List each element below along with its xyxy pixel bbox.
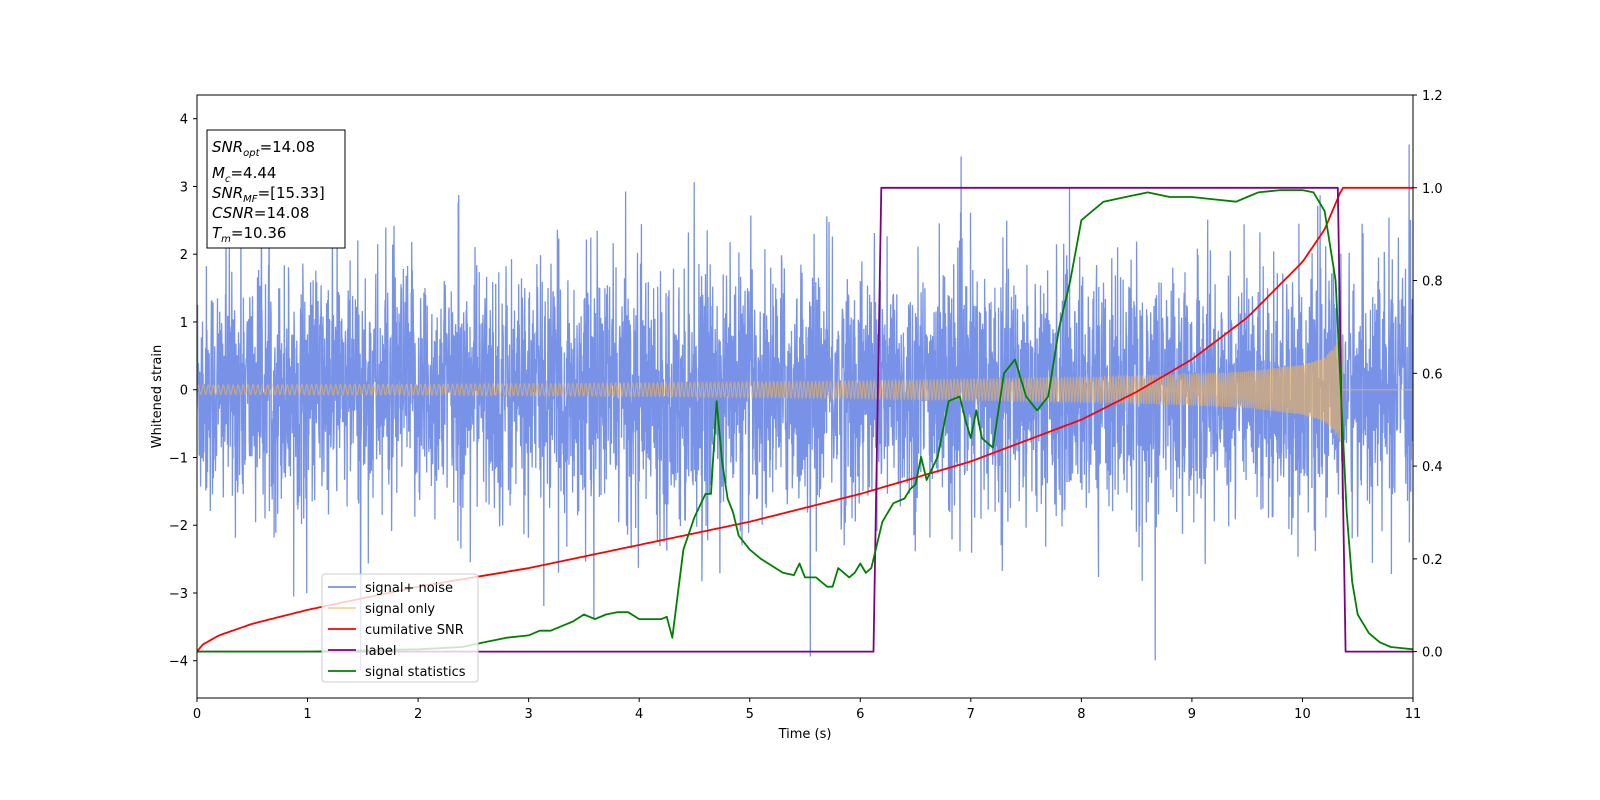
x-tick-label: 2 [414, 707, 422, 722]
y-tick-label: 3 [180, 180, 188, 195]
y2-tick-label: 0.4 [1422, 460, 1443, 475]
legend-label: signal+ noise [365, 581, 453, 596]
stats-tm: Tm=10.36 [212, 224, 286, 245]
x-tick-label: 10 [1294, 707, 1311, 722]
legend-label: label [365, 644, 396, 659]
series-label-line [197, 186, 1413, 653]
series-signal-statistics-line [197, 189, 1413, 653]
x-tick-label: 5 [746, 707, 754, 722]
stats-box: SNRopt=14.08 Mc=4.44SNRMF=[15.33]CSNR=14.… [206, 129, 346, 249]
x-tick-label: 3 [524, 707, 532, 722]
y-tick-label: 1 [180, 316, 188, 331]
series-signal-noise-line [197, 144, 1413, 671]
x-tick-label: 0 [193, 707, 201, 722]
x-tick-label: 4 [635, 707, 643, 722]
x-tick-label: 8 [1077, 707, 1085, 722]
x-axis-label: Time (s) [778, 727, 832, 742]
y2-tick-label: 0.6 [1422, 367, 1443, 382]
plot-frame [196, 94, 1414, 699]
stats-snr-opt: SNRopt=14.08 [212, 138, 315, 159]
series-signal-only-line [197, 337, 1413, 444]
y-tick-label: 2 [180, 248, 188, 263]
x-tick-label: 9 [1188, 707, 1196, 722]
y2-tick-label: 0.8 [1422, 275, 1443, 290]
stats-mc: Mc=4.44 [212, 164, 276, 185]
y2-tick-label: 1.2 [1422, 89, 1443, 104]
y-axis-label: Whitened strain [150, 345, 165, 448]
y-tick-label: −4 [169, 655, 188, 670]
x-tick-label: 11 [1405, 707, 1422, 722]
y-tick-label: 0 [180, 384, 188, 399]
x-tick-label: 7 [967, 707, 975, 722]
stats-snr-mf: SNRMF=[15.33] [212, 184, 325, 205]
x-tick-label: 6 [856, 707, 864, 722]
legend-label: signal statistics [365, 665, 466, 680]
legend: signal+ noise signal only cumilative SNR la… [321, 573, 479, 683]
stats-box-frame [206, 129, 346, 249]
y2-tick-label: 0.2 [1422, 553, 1443, 568]
y-tick-label: −2 [169, 519, 188, 534]
legend-label: signal only [365, 602, 435, 617]
x-tick-label: 1 [303, 707, 311, 722]
y2-tick-label: 0.0 [1422, 646, 1443, 661]
stats-csnr: CSNR=14.08 [212, 204, 309, 222]
y2-tick-label: 1.0 [1422, 182, 1443, 197]
legend-frame [321, 573, 479, 683]
y-tick-label: 4 [180, 113, 188, 128]
axes: 0 1 2 3 4 5 6 7 8 9 10 1143210−1−2−3−41.21.00.80.60… [150, 89, 1443, 742]
y-tick-label: −1 [169, 451, 188, 466]
legend-label: cumilative SNR [365, 623, 464, 638]
y-tick-label: −3 [169, 587, 188, 602]
